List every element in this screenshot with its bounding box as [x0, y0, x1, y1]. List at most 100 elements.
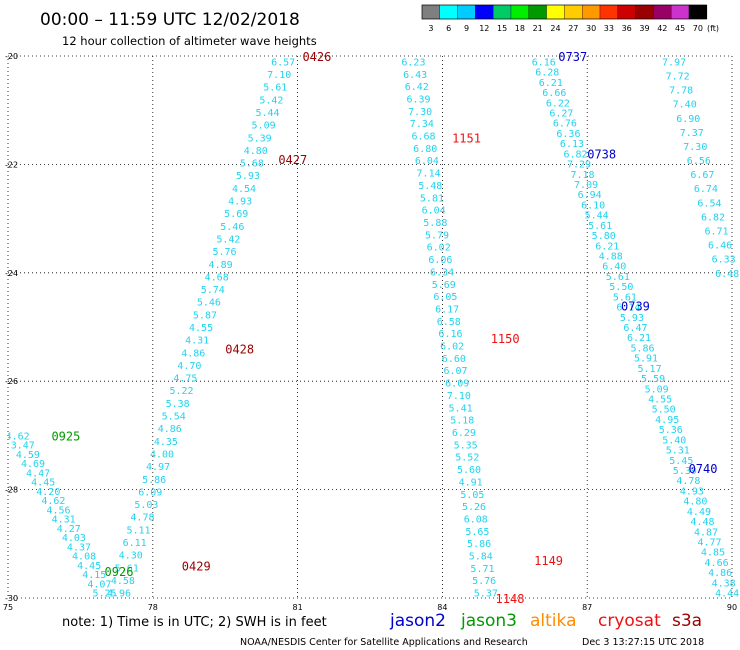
- satellite-passes: 6.577.105.615.425.445.095.394.805.685.93…: [8, 57, 739, 600]
- swh-value-label: 4.91: [459, 477, 483, 488]
- swh-value-label: 5.76: [212, 247, 236, 258]
- swh-value-label: 6.36: [556, 129, 580, 140]
- swh-value-label: 6.13: [560, 139, 584, 150]
- scale-tick-label: 18: [515, 24, 525, 33]
- swh-value-label: 5.09: [252, 121, 276, 132]
- swh-value-label: 4.69: [21, 459, 45, 470]
- pass-time-label: 0739: [621, 299, 650, 313]
- swh-value-label: 7.37: [680, 128, 704, 139]
- x-tick-label: 87: [582, 603, 592, 612]
- footer-note: note: 1) Time is in UTC; 2) SWH is in fe…: [62, 615, 327, 630]
- swh-value-label: 4.31: [185, 336, 209, 347]
- swh-value-label: 6.10: [581, 200, 605, 211]
- satellite-legend-jason2: jason2: [389, 611, 446, 631]
- scale-swatch: [475, 4, 494, 20]
- swh-value-label: 4.95: [655, 415, 679, 426]
- pass-time-label: 0740: [689, 462, 718, 476]
- swh-value-label: 3.47: [11, 441, 35, 452]
- scale-tick-label: 15: [497, 24, 507, 33]
- swh-value-label: 6.33: [712, 255, 736, 266]
- chart-title: 00:00 – 11:59 UTC 12/02/2018: [40, 10, 300, 30]
- swh-value-label: 6.06: [428, 255, 452, 266]
- swh-value-label: 6.82: [563, 149, 587, 160]
- swh-value-label: 4.56: [46, 505, 70, 516]
- pass-time-label: 1148: [496, 592, 525, 606]
- swh-value-label: 5.81: [420, 193, 444, 204]
- x-tick-label: 75: [3, 603, 13, 612]
- footer-timestamp: Dec 3 13:27:15 UTC 2018: [582, 637, 704, 648]
- scale-swatch: [653, 4, 672, 20]
- pass-time-label: 1151: [452, 131, 481, 145]
- scale-tick-label: 33: [604, 24, 614, 33]
- swh-value-label: 4.78: [130, 513, 154, 524]
- satellite-legend-cryosat: cryosat: [598, 611, 661, 631]
- x-tick-label: 78: [148, 603, 158, 612]
- scale-tick-label: 3: [428, 24, 433, 33]
- swh-value-label: 6.21: [627, 333, 651, 344]
- y-tick-label: -24: [5, 269, 18, 278]
- scale-tick-label: 42: [657, 24, 667, 33]
- swh-value-label: 4.49: [687, 507, 711, 518]
- swh-value-label: 4.96: [107, 589, 131, 600]
- swh-value-label: 4.15: [82, 570, 106, 581]
- swh-value-label: 5.71: [470, 564, 494, 575]
- swh-value-label: 4.55: [189, 323, 213, 334]
- swh-value-label: 5.38: [166, 399, 190, 410]
- scale-swatch: [439, 4, 458, 20]
- swh-value-label: 6.09: [445, 379, 469, 390]
- satellite-legend-s3a: s3a: [672, 611, 702, 631]
- scale-tick-label: 45: [675, 24, 685, 33]
- pass-time-label: 0926: [105, 565, 134, 579]
- x-tick-label: 90: [727, 603, 737, 612]
- swh-value-label: 6.14: [616, 303, 640, 314]
- swh-value-label: 7.78: [669, 86, 693, 97]
- swh-value-label: 4.31: [52, 515, 76, 526]
- swh-value-label: 4.62: [41, 496, 65, 507]
- scale-swatch: [493, 4, 512, 20]
- swh-color-scale: 3 6 9 12 15 18 21 24 27 30 33 36 39 42 45 70 (ft): [421, 4, 719, 33]
- swh-value-label: 6.68: [411, 132, 435, 143]
- swh-value-label: 5.50: [609, 282, 633, 293]
- swh-value-label: 5.88: [423, 218, 447, 229]
- swh-value-label: 4.86: [158, 424, 182, 435]
- swh-value-label: 5.84: [469, 552, 493, 563]
- pass-time-label: 0737: [558, 50, 587, 64]
- swh-value-label: 5.42: [216, 234, 240, 245]
- swh-value-label: 6.11: [123, 538, 147, 549]
- swh-value-label: 5.35: [454, 440, 478, 451]
- swh-value-label: 5.17: [638, 364, 662, 375]
- swh-value-label: 6.57: [271, 57, 295, 68]
- scale-tick-label: 24: [550, 24, 560, 33]
- swh-value-label: 5.26: [462, 502, 486, 513]
- swh-value-label: 5.93: [620, 313, 644, 324]
- scale-swatch: [582, 4, 601, 20]
- swh-value-label: 6.27: [549, 108, 573, 119]
- scale-tick-label: 12: [479, 24, 489, 33]
- scale-swatch: [457, 4, 476, 20]
- map-grid: [7, 55, 733, 599]
- swh-value-label: 6.22: [546, 98, 570, 109]
- pass-time-label: 0429: [182, 559, 211, 573]
- scale-tick-label: 21: [533, 24, 543, 33]
- swh-value-label: 5.86: [467, 539, 491, 550]
- swh-value-label: 6.29: [452, 428, 476, 439]
- swh-value-label: 4.70: [177, 361, 201, 372]
- plot-frame: [7, 55, 733, 599]
- swh-value-label: 5.93: [236, 171, 260, 182]
- swh-value-label: 4.47: [26, 468, 50, 479]
- swh-value-label: 7.40: [673, 100, 697, 111]
- swh-value-label: 5.79: [425, 230, 449, 241]
- swh-value-label: 7.09: [574, 180, 598, 191]
- satellite-legend-jason3: jason3: [460, 611, 517, 631]
- swh-value-label: 5.11: [127, 525, 151, 536]
- swh-value-label: 5.61: [588, 221, 612, 232]
- swh-value-label: 5.44: [585, 211, 609, 222]
- scale-tick-label: 39: [639, 24, 649, 33]
- swh-value-label: 7.30: [408, 107, 432, 118]
- satellite-legend-altika: altika: [530, 611, 577, 631]
- swh-value-label: 4.55: [648, 395, 672, 406]
- scale-unit-label: (ft): [707, 24, 719, 33]
- swh-value-label: 6.39: [406, 94, 430, 105]
- swh-value-label: 6.04: [415, 156, 439, 167]
